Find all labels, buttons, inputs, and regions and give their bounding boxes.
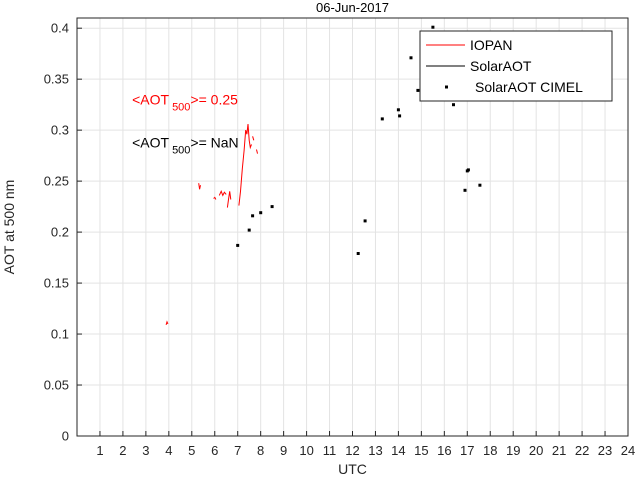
- cimel-point: [356, 252, 360, 255]
- x-tick-label: 24: [621, 443, 635, 458]
- x-tick-label: 2: [119, 443, 126, 458]
- x-tick-label: 13: [368, 443, 382, 458]
- x-tick-label: 16: [437, 443, 451, 458]
- ticks: 1 2 3 4 5 6 7 8 9 10 11 12 13 14 15 16 17 18 19 20 21 22 23 240…: [44, 21, 636, 458]
- x-tick-label: 18: [483, 443, 497, 458]
- x-tick-label: 23: [598, 443, 612, 458]
- cimel-point: [431, 25, 435, 29]
- cimel-point: [259, 211, 263, 215]
- x-tick-label: 10: [299, 443, 313, 458]
- cimel-point: [251, 214, 255, 218]
- x-tick-label: 9: [280, 443, 287, 458]
- cimel-point: [380, 117, 384, 121]
- cimel-point: [398, 114, 402, 118]
- x-tick-label: 3: [142, 443, 149, 458]
- y-tick-label: 0.1: [51, 327, 69, 342]
- y-tick-label: 0.35: [44, 72, 69, 87]
- x-tick-label: 19: [506, 443, 520, 458]
- x-tick-label: 14: [391, 443, 405, 458]
- iopan-line-segment: [256, 149, 258, 154]
- legend-label: IOPAN: [470, 37, 513, 53]
- cimel-point: [452, 103, 455, 107]
- cimel-point: [416, 88, 420, 92]
- y-axis-label: AOT at 500 nm: [1, 180, 17, 275]
- mean-aot-annotation: <AOT 500>= NaN: [132, 134, 239, 156]
- y-tick-label: 0.3: [51, 123, 69, 138]
- cimel-point: [478, 183, 482, 187]
- x-tick-label: 20: [529, 443, 543, 458]
- x-tick-label: 8: [257, 443, 264, 458]
- cimel-point: [363, 219, 367, 223]
- x-tick-label: 12: [345, 443, 359, 458]
- iopan-line-segment: [213, 196, 217, 200]
- iopan-line-segment: [165, 320, 169, 326]
- x-tick-label: 11: [323, 443, 337, 458]
- legend-label: SolarAOT: [470, 58, 532, 74]
- x-tick-label: 5: [188, 443, 195, 458]
- y-tick-label: 0.25: [44, 174, 69, 189]
- iopan-line-segment: [238, 123, 252, 206]
- y-tick-label: 0.2: [51, 225, 69, 240]
- y-tick-label: 0: [62, 429, 69, 444]
- x-tick-label: 15: [414, 443, 428, 458]
- x-tick-label: 1: [96, 443, 103, 458]
- legend-label: SolarAOT CIMEL: [475, 79, 583, 95]
- legend: IOPAN SolarAOT SolarAOT CIMEL: [419, 30, 613, 102]
- series-layer: [165, 25, 482, 326]
- cimel-point: [270, 205, 274, 209]
- iopan-line-segment: [226, 191, 232, 208]
- x-tick-label: 4: [165, 443, 172, 458]
- cimel-point: [466, 168, 470, 172]
- y-tick-label: 0.4: [51, 21, 69, 36]
- grid: [77, 18, 629, 437]
- y-tick-label: 0.15: [44, 276, 69, 291]
- iopan-line-segment: [198, 183, 201, 190]
- x-tick-label: 6: [211, 443, 218, 458]
- x-tick-label: 21: [552, 443, 566, 458]
- mean-aot-annotation: <AOT 500>= 0.25: [132, 92, 238, 114]
- x-tick-label: 22: [575, 443, 589, 458]
- iopan-line-segment: [218, 190, 227, 197]
- chart-title: 06-Jun-2017: [316, 0, 389, 15]
- legend-point-swatch: [445, 85, 448, 89]
- cimel-point: [247, 228, 251, 232]
- iopan-line-segment: [252, 136, 255, 141]
- x-axis-label: UTC: [338, 461, 367, 477]
- cimel-point: [409, 56, 413, 60]
- cimel-point: [396, 108, 400, 112]
- y-tick-label: 0.05: [44, 378, 69, 393]
- annotations: <AOT 500>= 0.25 <AOT 500>= NaN: [132, 92, 239, 157]
- x-tick-label: 17: [460, 443, 474, 458]
- cimel-point: [463, 188, 467, 192]
- x-tick-label: 7: [234, 443, 241, 458]
- cimel-point: [236, 243, 240, 247]
